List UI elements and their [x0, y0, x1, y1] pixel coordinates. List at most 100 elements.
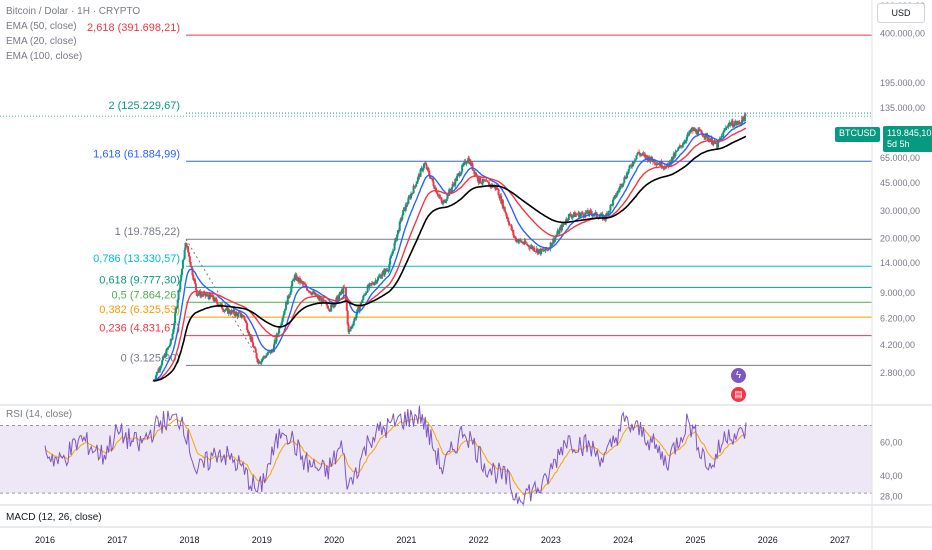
candle-body: [560, 224, 563, 231]
candle-body: [355, 314, 358, 319]
candle-body: [377, 277, 380, 281]
candle-body: [377, 276, 380, 278]
candle-body: [553, 237, 556, 242]
candle-body: [234, 312, 237, 316]
candle-body: [393, 242, 396, 251]
candle-body: [183, 249, 186, 259]
rsi-line: [44, 405, 747, 507]
candle-body: [579, 214, 582, 218]
candle-body: [243, 316, 246, 320]
candle-body: [202, 293, 205, 296]
candle-body: [160, 365, 163, 368]
candle-body: [161, 356, 164, 361]
candle-body: [196, 294, 199, 296]
candle-body: [265, 355, 268, 358]
candle-body: [172, 329, 175, 334]
macd-label[interactable]: MACD (12, 26, close): [6, 512, 102, 523]
candle-body: [464, 160, 467, 164]
candle-body: [301, 281, 304, 284]
candle-body: [392, 250, 395, 252]
candle-body: [251, 337, 254, 343]
candle-body: [431, 178, 434, 182]
flash-icon[interactable]: ϟ: [731, 368, 746, 383]
price-tick-label: 195.000,00: [880, 78, 925, 88]
currency-button[interactable]: USD: [877, 3, 925, 23]
candle-body: [690, 129, 693, 133]
candle-body: [228, 309, 231, 314]
chart-title[interactable]: Bitcoin / Dolar · 1H · CRYPTO: [6, 6, 141, 17]
candle-body: [178, 289, 181, 291]
price-tick-label: 65.000,00: [880, 153, 920, 163]
price-tick-label: 2.800,00: [880, 368, 915, 378]
candle-body: [735, 121, 738, 125]
price-label: 119.845,10 5d 5h: [883, 126, 932, 152]
candle-body: [558, 229, 561, 234]
candle-body: [280, 322, 283, 325]
candle-body: [282, 314, 285, 318]
candle-body: [506, 216, 509, 218]
candle-body: [618, 189, 621, 191]
fib-label-5: 0,618 (9.777,30): [99, 274, 180, 286]
legend-ema100[interactable]: EMA (100, close): [6, 51, 83, 62]
price-tick-label: 30.000,00: [880, 206, 920, 216]
candle-body: [565, 218, 568, 224]
candle-body: [182, 258, 185, 261]
legend-ema20[interactable]: EMA (20, close): [6, 36, 77, 47]
candle-body: [187, 246, 190, 253]
candle-body: [682, 144, 685, 145]
candle-body: [632, 161, 635, 166]
candle-body: [364, 294, 367, 296]
candle-body: [361, 299, 364, 303]
candle-body: [510, 225, 513, 230]
candle-body: [351, 325, 354, 327]
time-tick-label: 2024: [613, 535, 633, 545]
candle-body: [487, 181, 490, 183]
candle-body: [376, 280, 379, 283]
last-price: 119.845,10: [887, 128, 932, 138]
candle-body: [584, 212, 587, 217]
candle-body: [481, 182, 484, 184]
fibonacci-retracement[interactable]: 2,618 (391.698,21) 2 (125.229,67) 1,618 (6…: [87, 22, 872, 366]
candle-body: [714, 140, 717, 144]
candle-body: [411, 193, 414, 194]
candle-body: [697, 129, 700, 135]
candle-body: [181, 268, 184, 275]
candle-body: [368, 283, 371, 288]
candle-body: [260, 359, 263, 362]
candle-body: [712, 141, 715, 145]
candle-body: [259, 361, 262, 363]
candle-body: [654, 163, 657, 165]
candle-body: [221, 308, 224, 310]
candle-body: [524, 240, 527, 244]
candle-body: [608, 210, 611, 212]
candle-body: [249, 333, 252, 340]
candle-body: [346, 310, 349, 325]
candle-body: [416, 181, 419, 184]
candle-body: [574, 214, 577, 217]
candle-body: [588, 210, 591, 215]
candle-body: [461, 165, 464, 172]
candle-body: [543, 250, 546, 252]
candle-body: [717, 140, 720, 148]
candle-body: [522, 243, 525, 245]
candle-body: [352, 321, 355, 326]
candle-body: [192, 275, 195, 280]
candle-body: [215, 299, 218, 303]
candle-body: [233, 310, 236, 315]
candle-body: [289, 292, 292, 295]
candle-body: [736, 123, 739, 125]
candle-body: [445, 199, 448, 202]
candle-body: [240, 316, 243, 318]
time-tick-label: 2021: [396, 535, 416, 545]
legend-ema50[interactable]: EMA (50, close): [6, 21, 77, 32]
rsi-label[interactable]: RSI (14, close): [6, 409, 73, 420]
candle-body: [497, 189, 500, 196]
candle-body: [674, 151, 677, 156]
rsi-tick-label: 60,00: [880, 437, 903, 447]
us-flag-icon[interactable]: ▤: [731, 387, 746, 402]
price-tick-label: 6.200,00: [880, 314, 915, 324]
candle-body: [230, 310, 233, 315]
candle-body: [394, 238, 397, 243]
candle-body: [581, 212, 584, 215]
